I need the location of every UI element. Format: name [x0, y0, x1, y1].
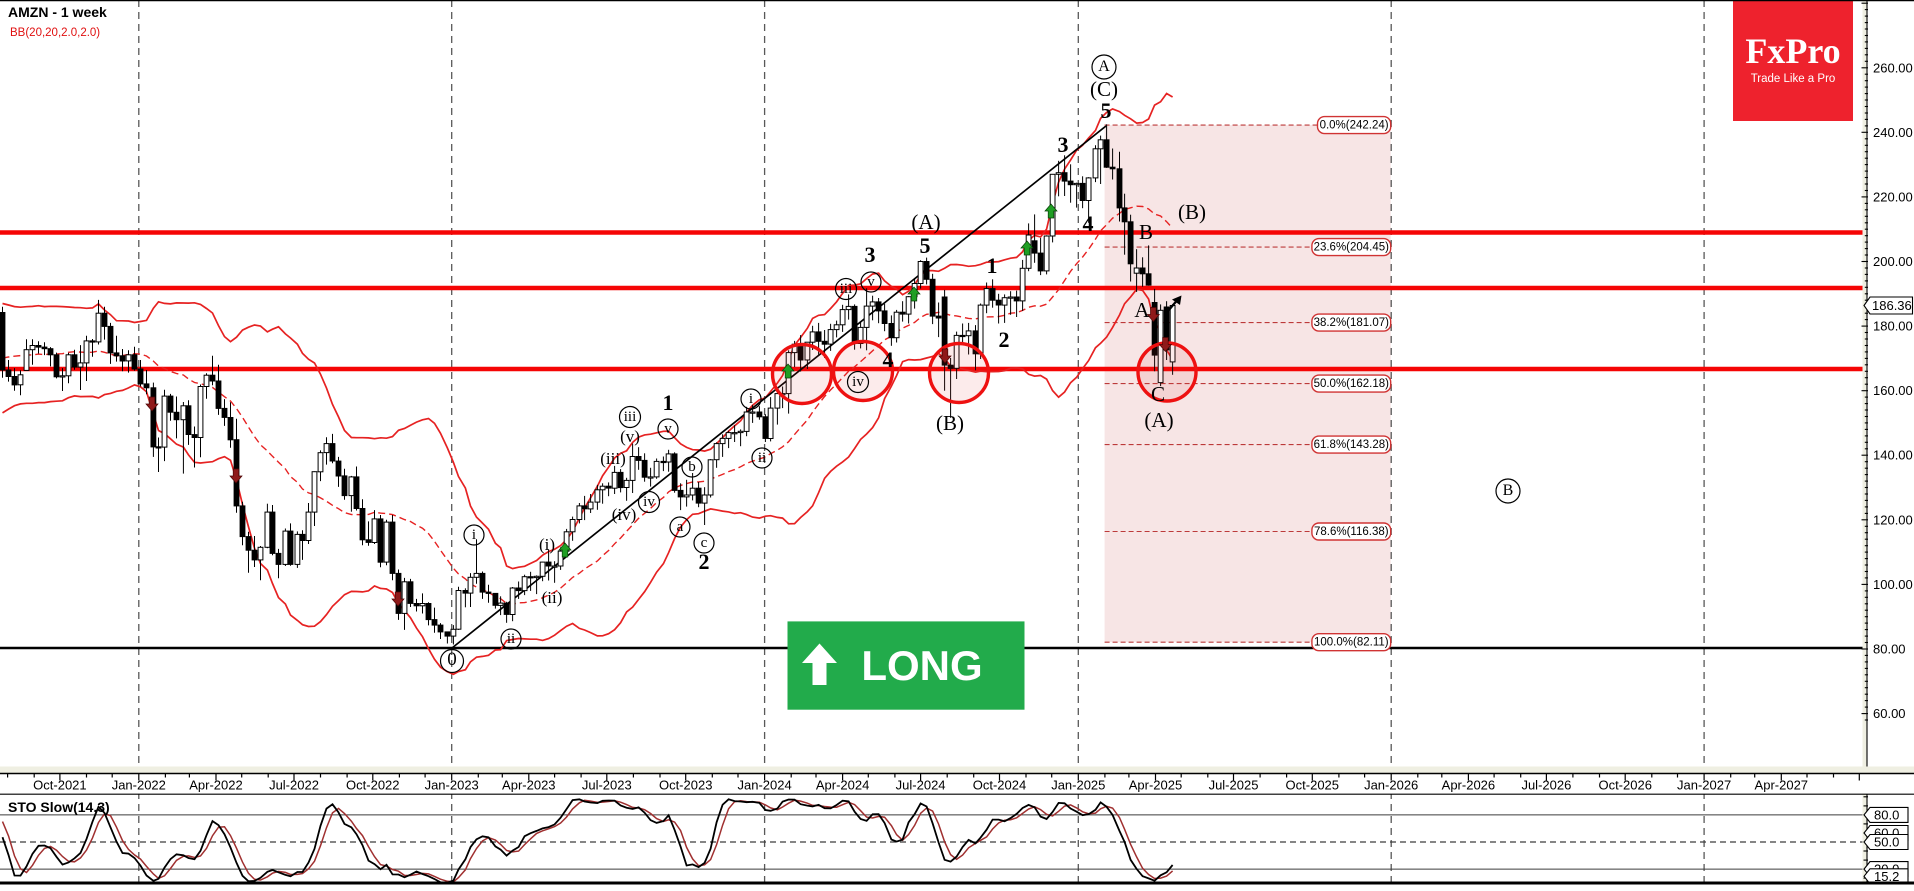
svg-text:186.36: 186.36 — [1872, 298, 1912, 313]
svg-text:c: c — [701, 535, 708, 551]
svg-text:1: 1 — [663, 390, 674, 415]
svg-text:C: C — [1151, 382, 1165, 406]
svg-text:(C): (C) — [1090, 77, 1118, 101]
svg-text:61.8%(143.28): 61.8%(143.28) — [1314, 439, 1390, 451]
svg-text:180.00: 180.00 — [1873, 319, 1913, 334]
svg-text:FxPro: FxPro — [1745, 31, 1840, 71]
svg-text:iv: iv — [643, 494, 655, 510]
svg-text:260.00: 260.00 — [1873, 60, 1913, 75]
svg-text:Jan-2024: Jan-2024 — [737, 778, 791, 793]
svg-text:B: B — [1503, 482, 1514, 499]
svg-text:Apr-2025: Apr-2025 — [1129, 778, 1182, 793]
svg-text:Oct-2024: Oct-2024 — [973, 778, 1026, 793]
svg-text:0: 0 — [447, 649, 457, 670]
svg-text:Oct-2022: Oct-2022 — [346, 778, 399, 793]
svg-text:ii: ii — [507, 631, 515, 647]
svg-text:Jul-2023: Jul-2023 — [582, 778, 632, 793]
svg-text:80.0: 80.0 — [1874, 807, 1899, 822]
svg-text:(i): (i) — [539, 535, 555, 554]
svg-text:4: 4 — [883, 347, 894, 372]
svg-text:Apr-2027: Apr-2027 — [1755, 778, 1808, 793]
svg-text:5: 5 — [1101, 98, 1112, 123]
svg-text:50.0%(162.18): 50.0%(162.18) — [1314, 378, 1390, 390]
svg-text:iv: iv — [852, 374, 864, 390]
svg-text:Jan-2025: Jan-2025 — [1051, 778, 1105, 793]
svg-text:LONG: LONG — [861, 642, 982, 689]
svg-text:5: 5 — [920, 233, 931, 258]
svg-text:v: v — [867, 274, 875, 290]
svg-text:i: i — [472, 527, 476, 543]
svg-text:Jul-2026: Jul-2026 — [1521, 778, 1571, 793]
svg-text:ii: ii — [758, 450, 766, 466]
svg-text:b: b — [688, 459, 696, 475]
svg-text:100.0%(82.11): 100.0%(82.11) — [1314, 637, 1389, 649]
svg-text:Trade Like a Pro: Trade Like a Pro — [1751, 73, 1836, 85]
svg-text:Oct-2023: Oct-2023 — [659, 778, 712, 793]
svg-text:(B): (B) — [1178, 200, 1206, 224]
svg-text:STO Slow(14,3): STO Slow(14,3) — [8, 799, 110, 815]
svg-text:50.0: 50.0 — [1874, 835, 1899, 850]
svg-text:(A): (A) — [911, 210, 940, 234]
svg-text:Oct-2025: Oct-2025 — [1286, 778, 1339, 793]
svg-text:a: a — [677, 519, 684, 535]
svg-text:80.00: 80.00 — [1873, 642, 1906, 657]
svg-text:Jul-2022: Jul-2022 — [269, 778, 319, 793]
svg-text:BB(20,20,2.0,2.0): BB(20,20,2.0,2.0) — [10, 27, 100, 39]
svg-text:iii: iii — [840, 281, 853, 297]
svg-text:60.00: 60.00 — [1873, 706, 1906, 721]
svg-text:1: 1 — [987, 253, 998, 278]
svg-text:A: A — [1134, 298, 1150, 322]
svg-text:Jul-2024: Jul-2024 — [896, 778, 946, 793]
svg-text:2: 2 — [999, 327, 1010, 352]
svg-text:100.00: 100.00 — [1873, 577, 1913, 592]
svg-text:240.00: 240.00 — [1873, 125, 1913, 140]
svg-text:(B): (B) — [936, 411, 964, 435]
svg-text:Apr-2023: Apr-2023 — [502, 778, 555, 793]
svg-text:38.2%(181.07): 38.2%(181.07) — [1314, 317, 1390, 329]
svg-text:Apr-2024: Apr-2024 — [816, 778, 869, 793]
svg-text:(iii): (iii) — [600, 449, 626, 468]
svg-text:(A): (A) — [1144, 408, 1173, 432]
svg-text:v: v — [664, 421, 672, 437]
svg-text:160.00: 160.00 — [1873, 383, 1913, 398]
svg-text:Jan-2026: Jan-2026 — [1364, 778, 1418, 793]
svg-text:Oct-2026: Oct-2026 — [1598, 778, 1651, 793]
svg-text:140.00: 140.00 — [1873, 448, 1913, 463]
svg-text:200.00: 200.00 — [1873, 254, 1913, 269]
svg-text:Jan-2023: Jan-2023 — [425, 778, 479, 793]
svg-text:A: A — [1098, 58, 1110, 75]
svg-text:220.00: 220.00 — [1873, 189, 1913, 204]
svg-text:3: 3 — [1058, 132, 1069, 157]
svg-text:Jan-2027: Jan-2027 — [1677, 778, 1731, 793]
svg-text:iii: iii — [624, 409, 637, 425]
svg-text:(iv): (iv) — [612, 505, 637, 524]
svg-text:Apr-2026: Apr-2026 — [1442, 778, 1495, 793]
svg-text:3: 3 — [865, 242, 876, 267]
svg-text:23.6%(204.45): 23.6%(204.45) — [1314, 242, 1390, 254]
svg-text:78.6%(116.38): 78.6%(116.38) — [1314, 526, 1389, 538]
svg-text:Apr-2022: Apr-2022 — [189, 778, 242, 793]
svg-text:15.2: 15.2 — [1874, 869, 1899, 884]
svg-text:4: 4 — [1083, 211, 1094, 236]
svg-text:0.0%(242.24): 0.0%(242.24) — [1320, 120, 1389, 132]
svg-text:Jul-2025: Jul-2025 — [1209, 778, 1259, 793]
svg-text:(v): (v) — [620, 427, 640, 446]
svg-text:B: B — [1139, 220, 1153, 244]
svg-text:Oct-2021: Oct-2021 — [33, 778, 86, 793]
svg-text:2: 2 — [699, 549, 710, 574]
svg-text:Jan-2022: Jan-2022 — [112, 778, 166, 793]
svg-text:120.00: 120.00 — [1873, 512, 1913, 527]
svg-text:AMZN - 1 week: AMZN - 1 week — [8, 4, 107, 20]
svg-text:(ii): (ii) — [542, 588, 563, 607]
svg-text:i: i — [749, 391, 753, 407]
